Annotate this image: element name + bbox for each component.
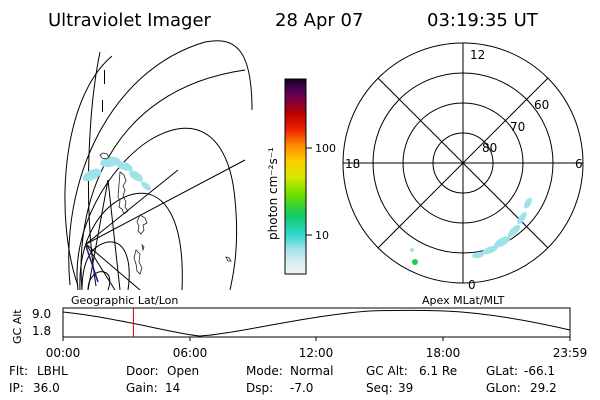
info-mode-value: Normal <box>290 364 333 378</box>
info-gcalt-label: GC Alt: <box>366 364 408 378</box>
terminator-line <box>85 245 99 283</box>
altitude-tick-9: 9.0 <box>32 307 51 321</box>
apex-panel-title: Apex MLat/MLT <box>422 294 505 307</box>
info-gain-label: Gain: <box>126 381 158 395</box>
mlt-label-18: 18 <box>345 157 360 171</box>
mlt-label-12: 12 <box>470 48 485 62</box>
latitude-line <box>81 241 130 290</box>
info-glat-label: GLat: <box>486 364 518 378</box>
mlt-label-0: 0 <box>468 278 476 292</box>
altitude-x-ticks <box>62 337 571 341</box>
info-dsp-label: Dsp: <box>246 381 273 395</box>
geographic-map <box>64 40 253 290</box>
instrument-title: Ultraviolet Imager <box>48 10 212 31</box>
info-gcalt-value: 6.1 Re <box>419 364 457 378</box>
meridian-line <box>87 179 121 290</box>
altitude-plot-frame <box>62 307 571 338</box>
aurora-oval-polar <box>410 197 532 265</box>
info-mode-label: Mode: <box>246 364 283 378</box>
mlat-label-60: 60 <box>534 98 549 112</box>
mlat-label-80: 80 <box>482 141 497 155</box>
info-glat-value: -66.1 <box>524 364 555 378</box>
date-label: 28 Apr 07 <box>275 10 363 31</box>
colorbar-tick-100: 100 <box>315 142 336 155</box>
altitude-tick-1-8: 1.8 <box>32 324 51 338</box>
edge-marks <box>102 70 105 112</box>
geographic-panel-title: Geographic Lat/Lon <box>71 294 178 307</box>
latitude-line <box>79 192 183 290</box>
altitude-plot: 9.0 1.8 GC Alt 00:00 06:00 12:00 18:00 2… <box>11 307 587 360</box>
mlat-label-70: 70 <box>510 120 525 134</box>
meridian-line <box>85 169 179 245</box>
time-tick-0600: 06:00 <box>173 346 208 360</box>
info-glon-label: GLon: <box>486 381 521 395</box>
aurora-oval-geographic <box>82 156 151 191</box>
info-flt-label: Flt: <box>9 364 28 378</box>
latitude-line <box>76 127 238 290</box>
info-ip-label: IP: <box>9 381 24 395</box>
altitude-axis-label: GC Alt <box>11 309 24 344</box>
coastline <box>99 152 232 275</box>
meridian-line <box>85 243 116 290</box>
latitude-line <box>80 69 246 290</box>
info-dsp-value: -7.0 <box>290 381 313 395</box>
colorbar <box>284 78 307 275</box>
info-flt-value: LBHL <box>37 364 68 378</box>
time-tick-2359: 23:59 <box>553 346 588 360</box>
info-door-value: Open <box>167 364 199 378</box>
time-tick-0000: 00:00 <box>46 346 81 360</box>
time-label: 03:19:35 UT <box>427 10 539 31</box>
colorbar-tick-10: 10 <box>315 229 329 242</box>
info-seq-label: Seq: <box>366 381 393 395</box>
info-seq-value: 39 <box>398 381 413 395</box>
time-tick-1200: 12:00 <box>299 346 334 360</box>
polar-axis-diag <box>377 77 549 249</box>
mlt-label-6: 6 <box>575 157 583 171</box>
latitude-line <box>68 40 253 286</box>
info-panel: Flt: LBHL Door: Open Mode: Normal GC Alt… <box>9 364 557 395</box>
colorbar-unit-label: photon cm⁻²s⁻¹ <box>266 147 280 240</box>
colorbar-ticks <box>306 147 312 236</box>
info-door-label: Door: <box>126 364 159 378</box>
meridian-line <box>64 55 113 287</box>
info-gain-value: 14 <box>165 381 180 395</box>
info-glon-value: 29.2 <box>530 381 557 395</box>
meridian-line <box>85 243 141 290</box>
altitude-curve <box>62 309 571 337</box>
meridian-line <box>85 159 246 245</box>
time-tick-1800: 18:00 <box>426 346 461 360</box>
info-ip-value: 36.0 <box>33 381 60 395</box>
polar-plot: 12 18 6 0 60 70 80 <box>342 42 584 292</box>
